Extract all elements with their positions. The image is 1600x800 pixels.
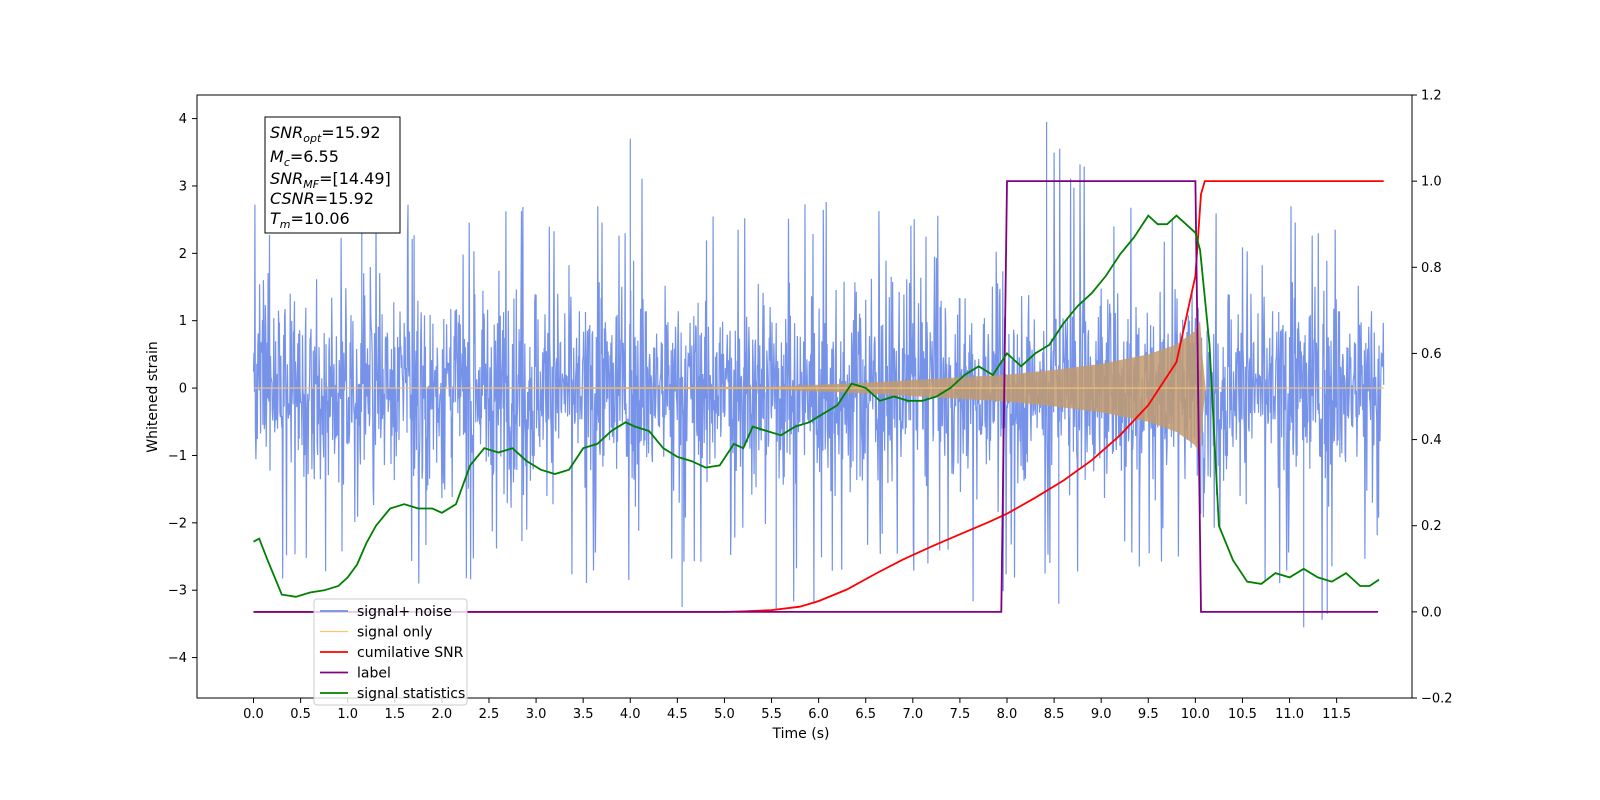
legend-label: signal only xyxy=(357,625,432,641)
cumulative-snr-line xyxy=(253,180,1384,613)
info-line: CSNR=15.92 xyxy=(270,189,374,208)
legend-frame xyxy=(313,598,468,706)
x-tick-label: 0.0 xyxy=(243,707,264,722)
info-symbol: SNR xyxy=(270,169,303,188)
info-line: Mc=6.55 xyxy=(270,147,339,169)
info-value: =10.06 xyxy=(291,209,350,228)
y-axis-label: Whitened strain xyxy=(145,341,161,452)
x-tick-label: 9.5 xyxy=(1138,707,1159,722)
legend-entry-signal-noise: signal+ noise xyxy=(320,604,452,620)
x-tick-label: 5.5 xyxy=(761,707,782,722)
x-tick-label: 4.0 xyxy=(620,707,641,722)
signal-statistics-line xyxy=(253,214,1380,598)
y2-tick-label: 1.0 xyxy=(1421,175,1442,190)
x-tick-label: 5.0 xyxy=(714,707,735,722)
y2-tick-label: 0.2 xyxy=(1421,519,1442,534)
y2-tick-label: 0.6 xyxy=(1421,347,1442,362)
signal-noise-line xyxy=(252,121,1385,628)
info-value: =15.92 xyxy=(321,123,380,142)
legend-entry-signal-statistics: signal statistics xyxy=(320,686,465,702)
legend: signal+ noise signal only cumilative SNR la… xyxy=(313,598,468,706)
x-tick-label: 10.5 xyxy=(1228,707,1257,722)
legend-label: signal statistics xyxy=(357,686,465,702)
y2-tick-label: 1.2 xyxy=(1421,89,1442,104)
x-tick-label: 8.5 xyxy=(1044,707,1065,722)
legend-entry-label: label xyxy=(320,666,391,682)
info-symbol: T xyxy=(270,209,281,228)
info-box-frame xyxy=(264,116,401,234)
x-tick-label: 10.0 xyxy=(1181,707,1210,722)
x-tick-label: 11.5 xyxy=(1322,707,1351,722)
y2-tick-label: 0.8 xyxy=(1421,261,1442,276)
x-tick-label: 3.0 xyxy=(526,707,547,722)
y-tick-label: 3 xyxy=(179,179,187,194)
y-tick-label: 0 xyxy=(179,382,187,397)
y-axis-right: −0.2 0.0 0.2 0.4 0.6 0.8 1.0 1.2 xyxy=(1412,89,1453,707)
info-symbol: SNR xyxy=(270,123,303,142)
info-line: Tm=10.06 xyxy=(270,209,350,231)
info-value: =[14.49] xyxy=(319,169,391,188)
info-subscript: MF xyxy=(303,178,319,191)
x-axis-label: Time (s) xyxy=(772,726,830,742)
y-tick-label: 4 xyxy=(179,112,187,127)
legend-label: cumilative SNR xyxy=(357,645,464,661)
x-tick-label: 9.0 xyxy=(1091,707,1112,722)
info-subscript: m xyxy=(280,218,291,231)
x-tick-label: 3.5 xyxy=(573,707,594,722)
y-tick-label: 2 xyxy=(179,247,187,262)
x-axis: 0.0 0.5 1.0 1.5 2.0 2.5 3.0 3.5 4.0 4.5 5.0 5.5 6.0 6… xyxy=(243,698,1351,722)
label-line xyxy=(253,180,1379,613)
y-axis-left: −4 −3 −2 −1 0 1 2 3 4 xyxy=(168,112,197,666)
series-layer xyxy=(252,121,1385,628)
legend-label: label xyxy=(357,666,391,682)
legend-entry-signal-only: signal only xyxy=(320,625,432,641)
info-subscript: c xyxy=(284,156,290,169)
y-tick-label: −3 xyxy=(168,584,187,599)
x-tick-label: 2.5 xyxy=(479,707,500,722)
y-tick-label: −2 xyxy=(168,516,187,531)
x-tick-label: 0.5 xyxy=(290,707,311,722)
x-tick-label: 2.0 xyxy=(432,707,453,722)
x-tick-label: 6.5 xyxy=(855,707,876,722)
info-line: SNRopt=15.92 xyxy=(270,123,381,145)
y-tick-label: −4 xyxy=(168,651,187,666)
y-tick-label: 1 xyxy=(179,314,187,329)
y-tick-label: −1 xyxy=(168,449,187,464)
series-signal-only xyxy=(253,320,1384,456)
legend-entry-cumulative-snr: cumilative SNR xyxy=(320,645,464,661)
y2-tick-label: 0.4 xyxy=(1421,433,1442,448)
x-tick-label: 6.0 xyxy=(808,707,829,722)
series-signal-noise xyxy=(252,121,1385,628)
x-tick-label: 8.0 xyxy=(997,707,1018,722)
x-tick-label: 1.5 xyxy=(384,707,405,722)
x-tick-label: 7.5 xyxy=(950,707,971,722)
legend-label: signal+ noise xyxy=(357,604,452,620)
info-subscript: opt xyxy=(303,132,322,145)
x-tick-label: 11.0 xyxy=(1275,707,1304,722)
plot-frame xyxy=(196,94,1413,699)
y2-tick-label: −0.2 xyxy=(1421,692,1453,707)
info-box: SNRopt=15.92Mc=6.55SNRMF=[14.49]CSNR=15.… xyxy=(264,116,401,234)
info-value: =15.92 xyxy=(315,189,374,208)
x-tick-label: 4.5 xyxy=(667,707,688,722)
x-tick-label: 1.0 xyxy=(337,707,358,722)
info-value: =6.55 xyxy=(290,147,339,166)
info-line: SNRMF=[14.49] xyxy=(270,169,391,191)
info-symbol: M xyxy=(270,147,284,166)
x-tick-label: 7.0 xyxy=(902,707,923,722)
info-symbol: CSNR xyxy=(270,189,315,208)
y2-tick-label: 0.0 xyxy=(1421,605,1442,620)
